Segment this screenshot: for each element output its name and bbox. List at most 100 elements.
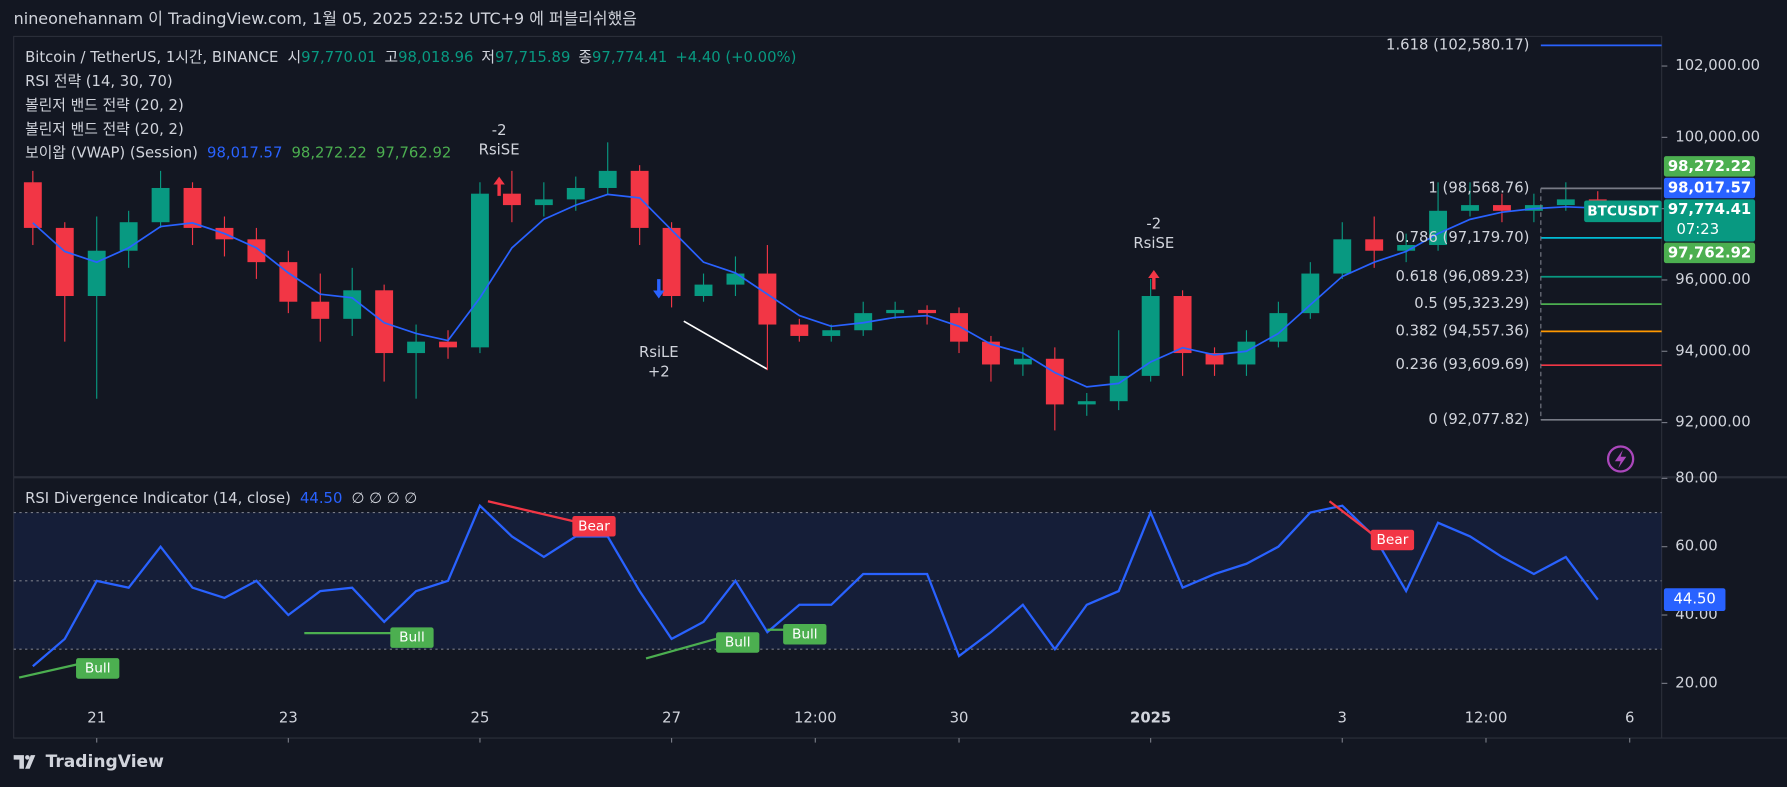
candle-body	[1013, 358, 1032, 365]
rsi-title: RSI Divergence Indicator (14, close)	[25, 490, 291, 507]
candle-body	[982, 341, 1000, 365]
vwap-value: 98,272.22	[291, 145, 366, 162]
divergence-box	[572, 516, 616, 537]
x-tick-label: 6	[1625, 710, 1634, 727]
candle-body	[758, 273, 777, 325]
y-tick-label: 94,000.00	[1675, 342, 1750, 359]
y-tick-label: 20.00	[1675, 674, 1717, 691]
divergence-label: Bull	[399, 630, 425, 646]
candle-body	[1077, 401, 1096, 405]
vwap-line	[32, 193, 1598, 388]
ohlc-label: 저	[481, 49, 495, 66]
candle-body	[1045, 358, 1064, 405]
candle-body	[247, 239, 266, 263]
signal-arrow	[653, 279, 665, 299]
candle-body	[726, 273, 745, 285]
vwap-value: 97,762.92	[376, 145, 451, 162]
fib-label: 0.382 (94,557.36)	[1395, 322, 1529, 339]
candle-body	[407, 341, 426, 354]
candle-body	[950, 313, 968, 342]
candle-body	[183, 187, 202, 228]
indicator-legend: RSI 전략 (14, 30, 70)	[25, 73, 173, 90]
y-tick-label: 92,000.00	[1675, 414, 1750, 431]
candle-body	[918, 309, 937, 314]
indicator-legend: 볼린저 밴드 전략 (20, 2)	[25, 97, 184, 114]
x-tick-label: 25	[471, 710, 490, 727]
candle-body	[1237, 341, 1256, 365]
price-label: 98,017.57	[1668, 180, 1751, 197]
candle-body	[1461, 205, 1479, 211]
signal-label: RsiSE	[479, 141, 520, 158]
candle-body	[598, 170, 617, 188]
signal-qty: -2	[1146, 215, 1161, 232]
fib-label: 0.236 (93,609.69)	[1395, 356, 1529, 373]
ohlc-label: 종	[578, 49, 592, 66]
divergence-box	[1370, 529, 1415, 551]
ohlc-value: 97,770.01	[301, 49, 376, 66]
price-label: 97,774.41	[1668, 201, 1751, 218]
candle-body	[279, 262, 298, 302]
lightning-icon	[1606, 445, 1635, 473]
fib-label: 0.618 (96,089.23)	[1395, 268, 1529, 285]
signal-label: RsiLE	[639, 344, 679, 361]
vwap-legend: 보이왑 (VWAP) (Session) 98,017.57 98,272.22 97…	[25, 145, 451, 162]
symbol-tag-box	[1584, 200, 1662, 223]
fib-label: 0.786 (97,179.70)	[1395, 229, 1529, 246]
candle-body	[1333, 239, 1352, 274]
candle-body	[534, 199, 553, 206]
symbol-tag: BTCUSDT	[1587, 203, 1659, 219]
price-label: 98,272.22	[1668, 158, 1751, 175]
trend-line	[683, 320, 768, 370]
y-tick-label: 100,000.00	[1675, 128, 1760, 145]
rsi-value-label: 44.50	[1673, 591, 1715, 608]
x-tick-label: 12:00	[794, 710, 837, 727]
divergence-line	[487, 500, 577, 523]
candle-body	[1109, 375, 1128, 402]
y-tick-label: 80.00	[1675, 469, 1717, 486]
divergence-box	[783, 624, 827, 645]
logo-mark	[13, 755, 36, 769]
candle-body	[439, 341, 457, 348]
divergence-line	[645, 636, 720, 660]
candle-body	[502, 193, 521, 206]
candle-body	[1269, 313, 1288, 342]
ohlc-label: 시	[288, 49, 302, 66]
price-label: 97,762.92	[1668, 244, 1751, 261]
signal-qty: +2	[648, 364, 670, 381]
candle-body	[1493, 205, 1511, 211]
price-label-box	[1663, 199, 1756, 242]
candle-body	[151, 187, 170, 223]
x-tick-label: 2025	[1130, 710, 1171, 727]
divergence-label: Bull	[85, 660, 111, 676]
x-tick-label: 23	[279, 710, 298, 727]
candle-body	[1141, 296, 1160, 376]
signal-qty: -2	[492, 122, 507, 139]
icon-circle	[1606, 445, 1635, 473]
divergence-label: Bull	[725, 634, 751, 650]
fib-label: 1.618 (102,580.17)	[1386, 36, 1529, 53]
x-tick-label: 27	[662, 710, 681, 727]
price-countdown: 07:23	[1676, 221, 1719, 238]
candle-body	[1301, 273, 1320, 314]
candle-body	[790, 324, 809, 336]
vwap-name: 보이왑 (VWAP) (Session)	[25, 145, 198, 162]
candle-body	[343, 290, 362, 319]
candle-body	[55, 227, 74, 297]
divergence-label: Bull	[792, 626, 818, 642]
divergence-box	[76, 658, 120, 679]
fib-label: 1 (98,568.76)	[1428, 179, 1529, 196]
signal-arrow	[1148, 269, 1160, 290]
price-label-box	[1663, 177, 1756, 199]
footer-brand: TradingView	[46, 752, 165, 772]
candle-body	[1365, 239, 1384, 251]
divergence-box	[716, 632, 760, 653]
rsi-legend-value: 44.50	[300, 490, 342, 507]
legend-line: Bitcoin / TetherUS, 1시간, BINANCE 시97,770.…	[25, 49, 796, 66]
ohlc-value: 97,774.41	[592, 49, 667, 66]
ohlc-value: 97,715.89	[495, 49, 570, 66]
divergence-label: Bear	[1377, 532, 1409, 548]
rsi-legend-extra: ∅ ∅ ∅ ∅	[352, 490, 418, 507]
icon-bolt	[1614, 449, 1627, 469]
candle-body	[311, 301, 330, 319]
